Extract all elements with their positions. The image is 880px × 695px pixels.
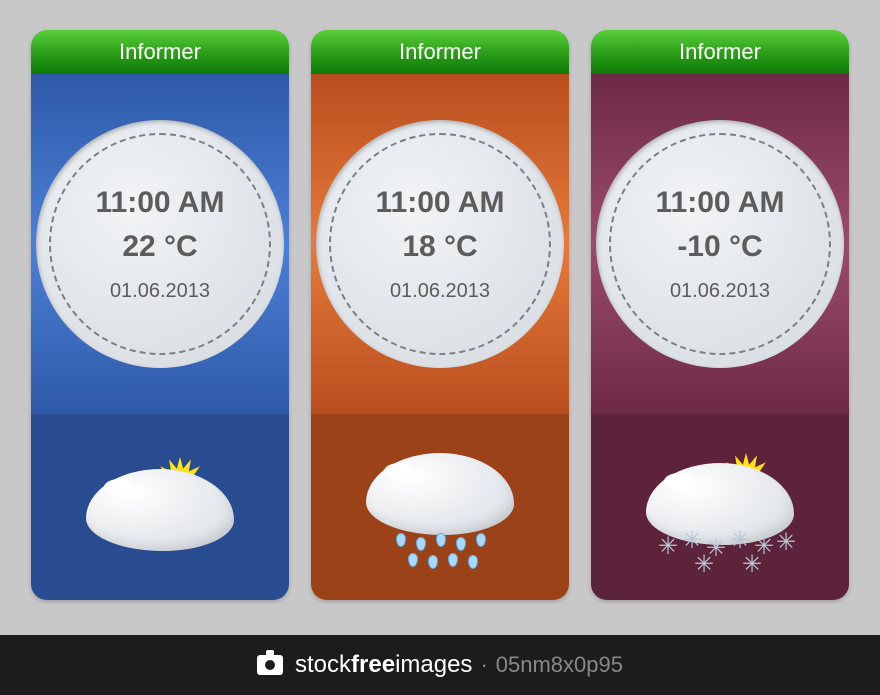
cloud-icon <box>86 469 234 551</box>
rain-icon <box>360 447 520 567</box>
card-footer: ✳ ✳ ✳ ✳ ✳ ✳ ✳ ✳ <box>591 414 849 600</box>
temperature-label: 22 °C <box>122 230 197 264</box>
cloud-icon <box>366 453 514 535</box>
watermark-bar: stockfreeimages · 05nm8x0p95 <box>0 635 880 695</box>
watermark-text: stockfreeimages <box>295 651 472 679</box>
time-label: 11:00 AM <box>376 186 505 220</box>
info-circle: 11:00 AM 22 °C 01.06.2013 <box>36 120 284 368</box>
watermark-id: 05nm8x0p95 <box>496 652 623 678</box>
date-label: 01.06.2013 <box>390 280 490 303</box>
raindrops-icon <box>390 533 500 573</box>
time-label: 11:00 AM <box>656 186 785 220</box>
card-header: Informer <box>311 30 569 74</box>
info-circle: 11:00 AM -10 °C 01.06.2013 <box>596 120 844 368</box>
temperature-label: -10 °C <box>677 230 762 264</box>
camera-icon <box>257 655 283 675</box>
snowflakes-icon: ✳ ✳ ✳ ✳ ✳ ✳ ✳ ✳ <box>658 529 798 575</box>
weather-card-1: Informer 11:00 AM 22 °C 01.06.2013 <box>31 30 289 600</box>
info-circle: 11:00 AM 18 °C 01.06.2013 <box>316 120 564 368</box>
watermark-dot: · <box>480 652 487 678</box>
partly-sunny-icon <box>80 447 240 567</box>
stitch-border: 11:00 AM 22 °C 01.06.2013 <box>49 133 271 355</box>
date-label: 01.06.2013 <box>670 280 770 303</box>
card-body: 11:00 AM -10 °C 01.06.2013 <box>591 74 849 414</box>
stitch-border: 11:00 AM -10 °C 01.06.2013 <box>609 133 831 355</box>
time-label: 11:00 AM <box>96 186 225 220</box>
date-label: 01.06.2013 <box>110 280 210 303</box>
temperature-label: 18 °C <box>402 230 477 264</box>
weather-card-2: Informer 11:00 AM 18 °C 01.06.2013 <box>311 30 569 600</box>
weather-card-3: Informer 11:00 AM -10 °C 01.06.2013 ✳ ✳ <box>591 30 849 600</box>
card-footer <box>311 414 569 600</box>
card-footer <box>31 414 289 600</box>
stitch-border: 11:00 AM 18 °C 01.06.2013 <box>329 133 551 355</box>
snow-sunny-icon: ✳ ✳ ✳ ✳ ✳ ✳ ✳ ✳ <box>640 447 800 567</box>
card-body: 11:00 AM 22 °C 01.06.2013 <box>31 74 289 414</box>
card-header: Informer <box>591 30 849 74</box>
card-header: Informer <box>31 30 289 74</box>
card-body: 11:00 AM 18 °C 01.06.2013 <box>311 74 569 414</box>
